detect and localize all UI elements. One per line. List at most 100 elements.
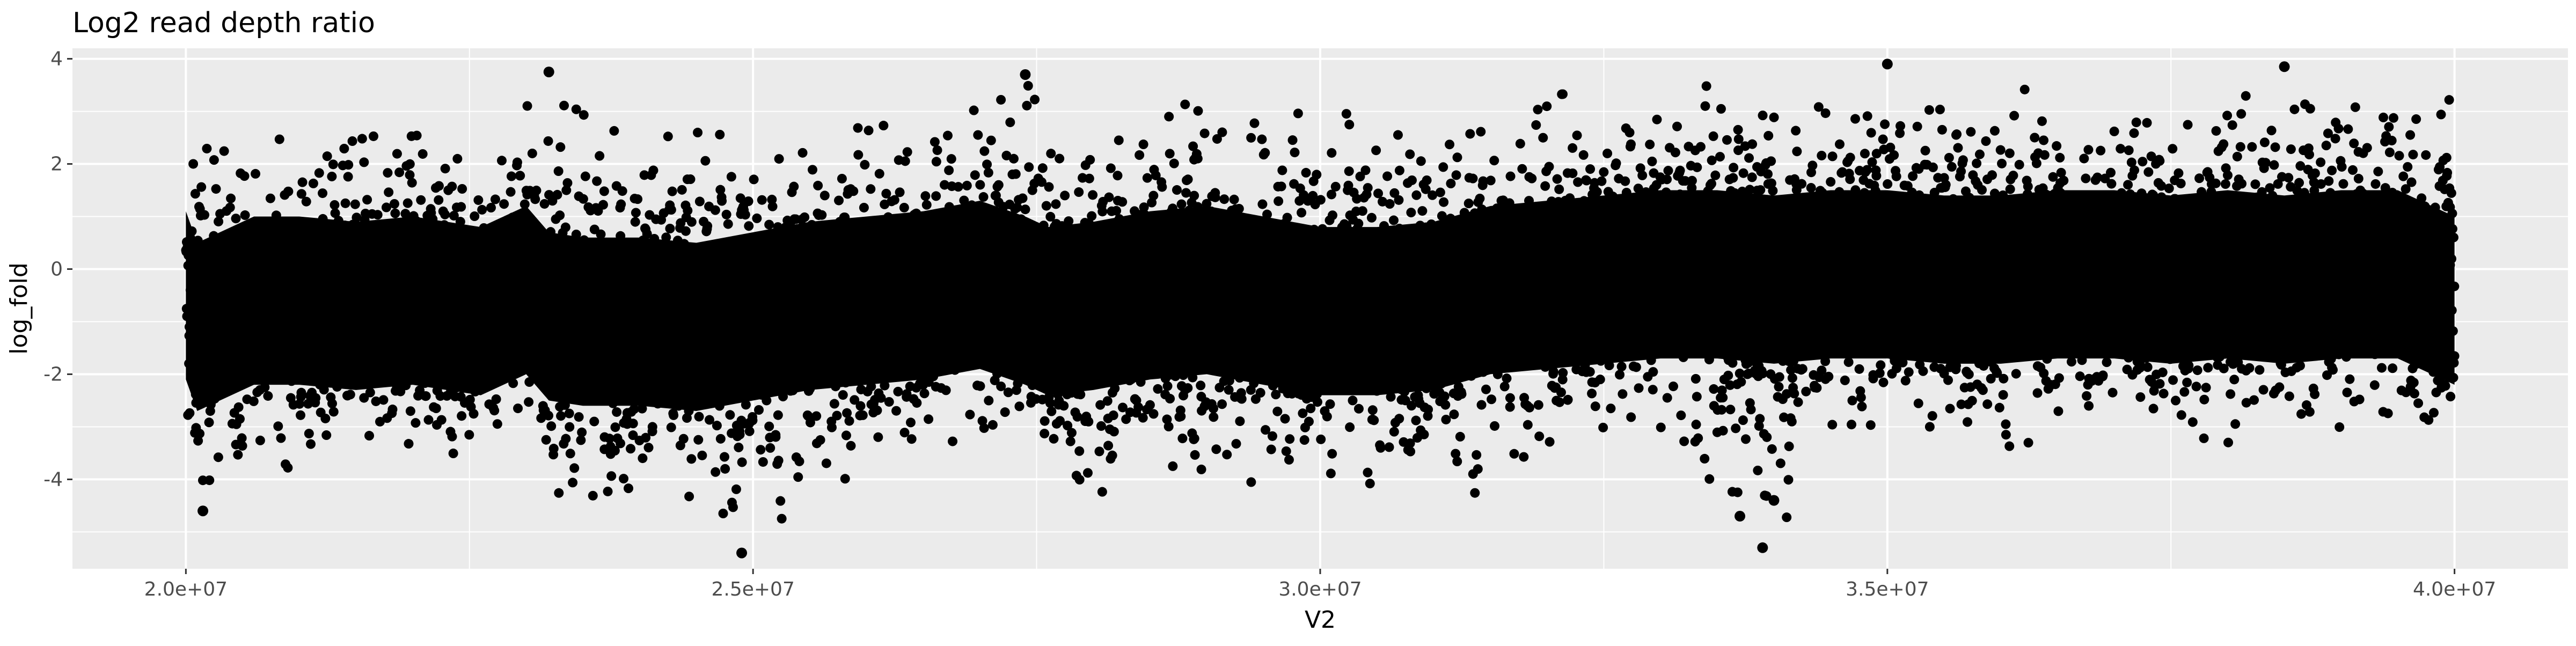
data-point bbox=[456, 202, 466, 212]
data-point bbox=[1465, 129, 1475, 138]
data-point bbox=[924, 414, 933, 424]
data-point bbox=[416, 195, 426, 205]
data-point bbox=[1555, 398, 1564, 407]
data-point bbox=[1020, 204, 1030, 214]
data-point bbox=[720, 452, 729, 462]
data-point bbox=[565, 409, 574, 419]
data-point bbox=[1774, 382, 1783, 392]
data-point bbox=[589, 417, 599, 427]
data-point bbox=[1316, 195, 1326, 204]
data-point bbox=[922, 200, 932, 210]
data-point bbox=[895, 187, 905, 197]
data-point bbox=[996, 95, 1006, 105]
data-point bbox=[1114, 135, 1124, 145]
data-point bbox=[1327, 449, 1337, 459]
data-point bbox=[383, 168, 392, 178]
data-point bbox=[1602, 149, 1612, 158]
data-point bbox=[1209, 403, 1218, 413]
data-point bbox=[1542, 101, 1552, 111]
data-point bbox=[1671, 148, 1680, 157]
data-point bbox=[1615, 370, 1624, 379]
data-point bbox=[1545, 437, 1555, 447]
data-point bbox=[1652, 115, 1662, 124]
data-point bbox=[1097, 207, 1107, 216]
data-point bbox=[249, 397, 259, 406]
data-point bbox=[907, 434, 917, 444]
data-point bbox=[384, 187, 393, 197]
data-point bbox=[1587, 388, 1597, 398]
data-point bbox=[631, 217, 640, 227]
data-point bbox=[1406, 208, 1416, 217]
data-point bbox=[477, 205, 487, 215]
data-point bbox=[574, 412, 584, 422]
data-point bbox=[1277, 181, 1286, 191]
data-point bbox=[994, 180, 1004, 190]
data-point bbox=[568, 478, 577, 487]
data-point bbox=[1663, 166, 1673, 175]
data-point bbox=[668, 187, 677, 196]
data-point bbox=[1196, 380, 1205, 390]
data-point bbox=[541, 435, 551, 445]
data-point bbox=[693, 435, 703, 445]
data-point bbox=[1312, 170, 1321, 179]
data-point bbox=[1709, 384, 1718, 394]
data-point bbox=[855, 401, 865, 411]
data-point bbox=[619, 474, 628, 483]
data-point bbox=[988, 420, 998, 430]
data-point bbox=[1051, 199, 1060, 209]
data-point bbox=[722, 210, 731, 219]
data-point bbox=[1523, 420, 1533, 430]
data-point bbox=[1746, 405, 1756, 414]
data-point bbox=[1612, 158, 1621, 168]
data-point bbox=[1217, 399, 1227, 409]
data-point bbox=[1304, 417, 1314, 427]
data-point bbox=[1696, 142, 1706, 152]
data-point bbox=[499, 199, 509, 209]
data-point bbox=[411, 418, 420, 428]
data-point bbox=[1631, 362, 1641, 372]
data-point bbox=[362, 195, 372, 204]
data-point bbox=[1284, 455, 1294, 465]
data-point bbox=[1692, 163, 1702, 172]
data-point bbox=[1200, 129, 1210, 138]
data-point bbox=[1744, 153, 1754, 163]
data-point bbox=[1235, 416, 1245, 426]
data-point bbox=[304, 429, 314, 438]
data-point bbox=[679, 434, 689, 444]
data-point bbox=[969, 106, 979, 115]
data-point bbox=[1369, 415, 1379, 425]
data-point bbox=[1108, 451, 1117, 460]
data-point bbox=[800, 212, 809, 222]
data-point bbox=[603, 487, 613, 496]
data-point bbox=[1486, 175, 1496, 185]
data-point bbox=[903, 147, 912, 157]
data-point bbox=[846, 441, 856, 451]
data-point bbox=[1692, 392, 1702, 401]
data-point bbox=[1189, 191, 1199, 201]
data-point bbox=[893, 387, 903, 397]
data-point bbox=[588, 491, 598, 501]
data-point bbox=[1767, 444, 1777, 454]
data-point bbox=[1782, 512, 1791, 522]
data-point bbox=[982, 159, 992, 169]
data-point bbox=[1285, 434, 1294, 444]
data-point bbox=[314, 168, 324, 178]
data-point bbox=[486, 203, 496, 212]
data-point bbox=[1572, 130, 1582, 140]
data-point bbox=[1710, 171, 1720, 180]
data-point bbox=[1313, 397, 1322, 407]
data-point bbox=[1517, 164, 1527, 174]
data-point bbox=[1791, 126, 1801, 136]
data-point bbox=[1106, 164, 1116, 173]
data-point bbox=[1376, 443, 1386, 453]
data-point bbox=[1473, 464, 1483, 474]
data-point bbox=[1579, 150, 1589, 160]
data-point bbox=[644, 443, 654, 452]
data-point bbox=[219, 146, 229, 156]
data-point bbox=[1219, 194, 1229, 204]
data-point bbox=[684, 491, 694, 501]
data-point bbox=[866, 184, 875, 194]
data-point bbox=[1788, 373, 1797, 383]
data-point bbox=[1422, 175, 1432, 185]
data-point bbox=[364, 431, 374, 441]
